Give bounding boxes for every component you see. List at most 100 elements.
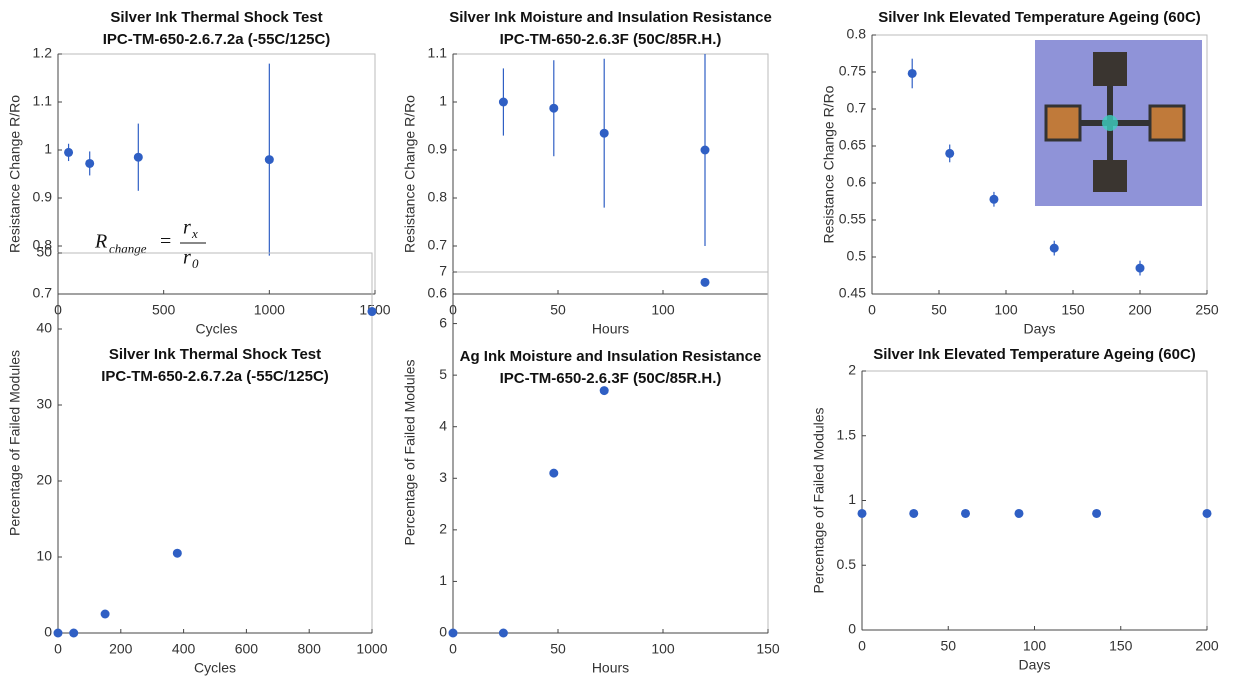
plot-area: [861, 370, 1208, 631]
x-tick-label: 600: [235, 641, 259, 657]
data-point: [945, 148, 955, 158]
x-axis-label: Cycles: [194, 660, 236, 676]
y-tick-label: 30: [36, 396, 52, 412]
x-tick-label: 200: [1195, 638, 1219, 654]
data-point: [599, 128, 609, 138]
y-axis-label: Resistance Change R/Ro: [7, 95, 23, 253]
plot-area: [57, 53, 376, 295]
data-point: [599, 386, 609, 396]
chart-title: Silver Ink Thermal Shock Test: [110, 9, 322, 26]
y-tick-label: 2: [848, 362, 856, 378]
y-tick-label: 0.8: [428, 189, 448, 205]
data-point: [172, 548, 182, 558]
y-tick-label: 0.8: [847, 26, 867, 42]
x-tick-label: 150: [1061, 302, 1085, 318]
x-tick-label: 100: [1023, 638, 1047, 654]
y-tick-label: 7: [439, 263, 447, 279]
y-tick-label: 0: [848, 621, 856, 637]
data-point: [857, 508, 867, 518]
x-tick-label: 0: [449, 641, 457, 657]
data-point: [133, 152, 143, 162]
x-tick-label: 100: [994, 302, 1018, 318]
y-tick-label: 1.2: [33, 45, 53, 61]
formula-num-sub: x: [191, 226, 198, 241]
formula-eq: =: [160, 231, 171, 253]
x-tick-label: 100: [651, 302, 675, 318]
y-axis-label: Resistance Change R/Ro: [821, 85, 837, 243]
y-tick-label: 5: [439, 366, 447, 382]
x-tick-label: 100: [651, 641, 675, 657]
x-tick-label: 50: [550, 302, 566, 318]
data-point: [549, 103, 559, 113]
data-point: [989, 194, 999, 204]
x-axis-label: Cycles: [195, 321, 237, 337]
data-point: [100, 609, 110, 619]
data-point: [909, 508, 919, 518]
y-axis-label: Percentage of Failed Modules: [7, 350, 23, 536]
data-point: [367, 307, 377, 317]
x-tick-label: 200: [109, 641, 133, 657]
data-point: [498, 628, 508, 638]
y-tick-label: 3: [439, 469, 447, 485]
x-tick-label: 50: [931, 302, 947, 318]
x-tick-label: 0: [54, 641, 62, 657]
y-tick-label: 10: [36, 548, 52, 564]
chart-title: IPC-TM-650-2.6.3F (50C/85R.H.): [500, 31, 722, 48]
data-point: [907, 68, 917, 78]
x-axis-label: Days: [1024, 321, 1056, 337]
x-tick-label: 200: [1128, 302, 1152, 318]
chart-title: Silver Ink Thermal Shock Test: [109, 346, 321, 363]
x-tick-label: 0: [858, 638, 866, 654]
data-point: [448, 628, 458, 638]
y-axis-label: Percentage of Failed Modules: [811, 408, 827, 594]
plot-area: [452, 53, 769, 295]
data-point: [1014, 508, 1024, 518]
chart-title: Ag Ink Moisture and Insulation Resistanc…: [460, 348, 762, 365]
chart-title: Silver Ink Elevated Temperature Ageing (…: [873, 346, 1196, 363]
data-point: [961, 508, 970, 518]
y-tick-label: 1.5: [837, 426, 857, 442]
plot-area: [57, 252, 373, 634]
x-tick-label: 800: [298, 641, 322, 657]
y-tick-label: 20: [36, 472, 52, 488]
y-tick-label: 0.9: [428, 141, 448, 157]
data-point: [64, 147, 74, 157]
formula-num: r: [183, 217, 191, 239]
y-tick-label: 6: [439, 314, 447, 330]
y-tick-label: 0: [439, 624, 447, 640]
chart-title: Silver Ink Moisture and Insulation Resis…: [449, 9, 772, 26]
data-point: [700, 277, 710, 287]
formula-lhs: R: [94, 231, 107, 253]
y-tick-label: 2: [439, 521, 447, 537]
x-tick-label: 1000: [356, 641, 387, 657]
inset-photo: [1035, 40, 1202, 206]
x-tick-label: 1000: [254, 302, 285, 318]
x-tick-label: 250: [1195, 302, 1219, 318]
y-tick-label: 0.6: [847, 174, 867, 190]
data-point: [85, 158, 95, 168]
data-point: [1202, 508, 1212, 518]
chart-title: Silver Ink Elevated Temperature Ageing (…: [878, 9, 1201, 26]
x-axis-label: Hours: [592, 321, 629, 337]
y-tick-label: 1.1: [428, 45, 448, 61]
x-tick-label: 500: [152, 302, 176, 318]
y-tick-label: 1: [44, 141, 52, 157]
y-tick-label: 50: [36, 244, 52, 260]
chart-title: IPC-TM-650-2.6.3F (50C/85R.H.): [500, 370, 722, 387]
y-tick-label: 0.7: [847, 100, 867, 116]
y-tick-label: 0.9: [33, 189, 53, 205]
data-point: [700, 145, 710, 155]
chart-title: IPC-TM-650-2.6.7.2a (-55C/125C): [101, 368, 329, 385]
x-axis-label: Days: [1019, 657, 1051, 673]
y-tick-label: 4: [439, 417, 447, 433]
y-tick-label: 1: [848, 491, 856, 507]
x-tick-label: 150: [756, 641, 780, 657]
data-point: [498, 97, 508, 107]
data-point: [1092, 508, 1102, 518]
y-tick-label: 0.8: [33, 237, 53, 253]
data-point: [264, 155, 274, 165]
x-axis-label: Hours: [592, 660, 629, 676]
formula-den: r: [183, 247, 191, 269]
